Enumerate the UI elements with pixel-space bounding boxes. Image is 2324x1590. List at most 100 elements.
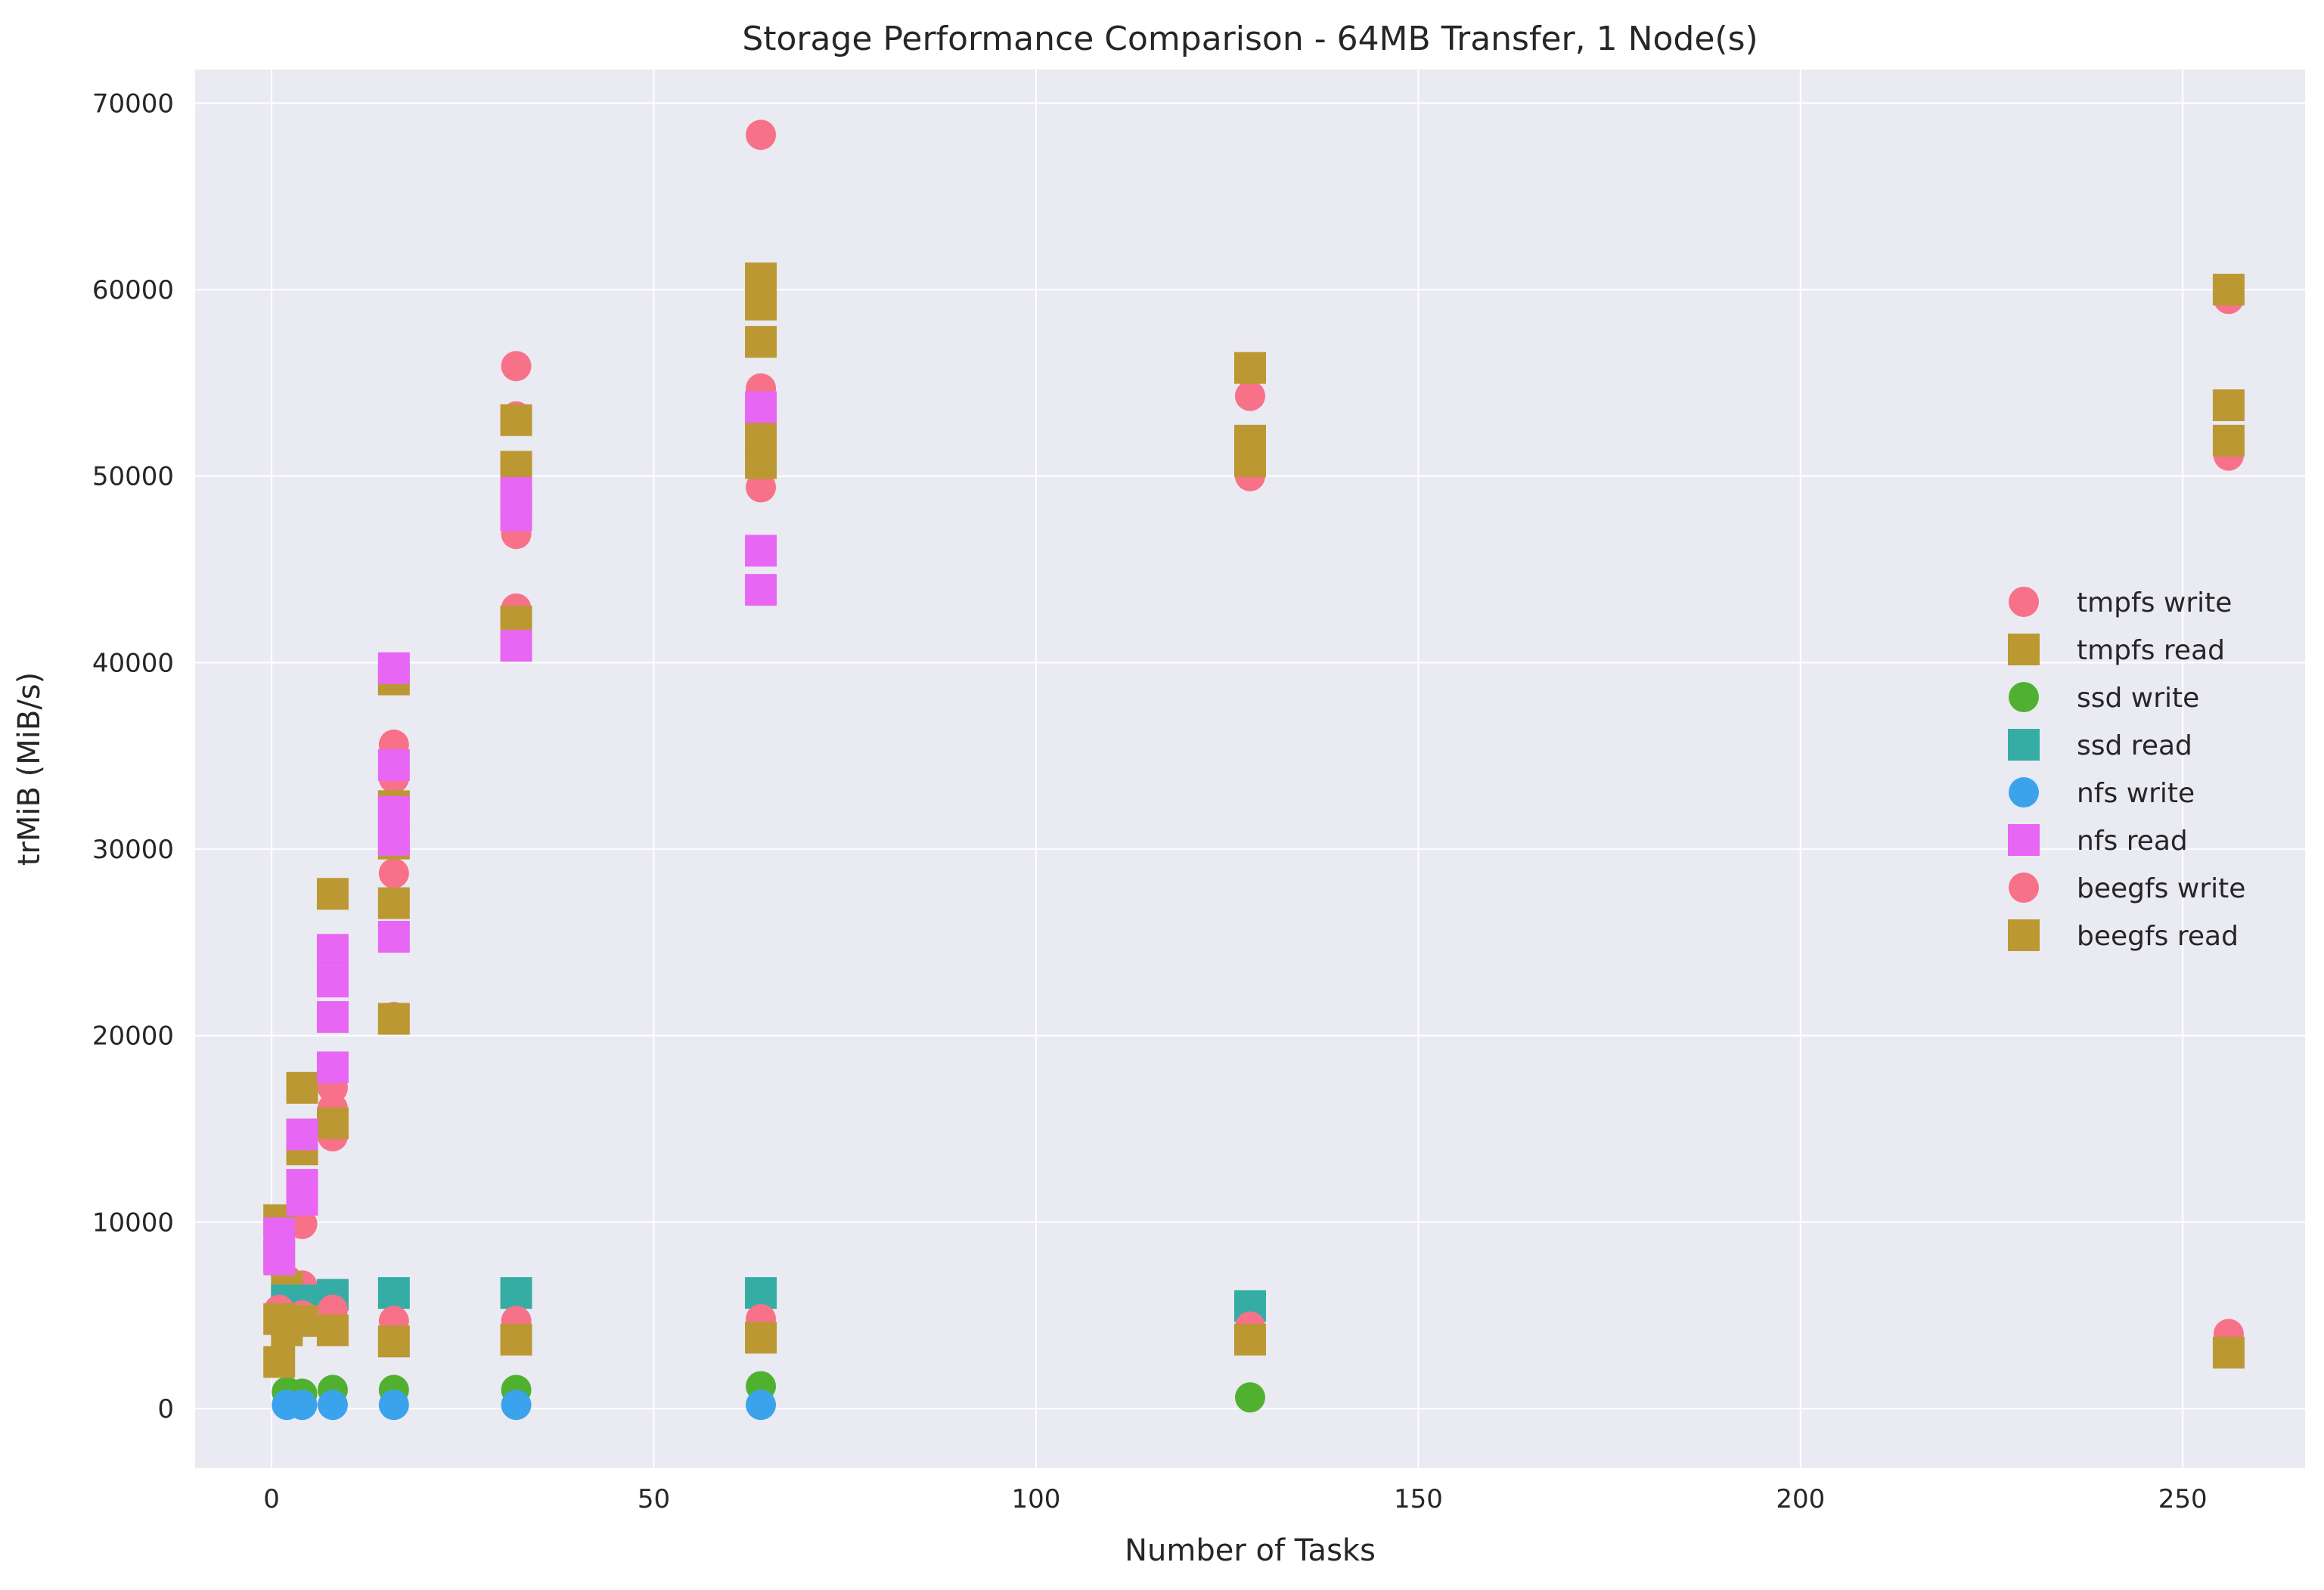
legend-label: tmpfs write [2077,587,2232,618]
data-point [500,630,532,662]
data-point [316,878,349,910]
data-point [746,119,777,150]
data-point [286,1071,318,1104]
data-point [500,1323,532,1356]
legend-marker [2009,777,2039,807]
legend-label: ssd write [2077,683,2199,714]
data-point [745,574,777,606]
data-point [2212,389,2245,421]
data-markers [263,119,2245,1421]
grid-lines [195,70,2305,1468]
data-point [1235,380,1265,411]
data-point [316,1314,349,1347]
data-point [286,1305,318,1337]
data-point [1234,1323,1266,1356]
data-point [317,1390,348,1421]
data-point [316,1051,349,1083]
data-point [501,1390,532,1421]
x-tick-label: 0 [263,1484,280,1514]
data-point [263,1346,296,1378]
legend-item: ssd read [2008,729,2192,761]
y-tick-label: 10000 [92,1207,174,1238]
legend-item: nfs write [2009,777,2195,809]
data-point [746,472,777,503]
data-point [746,1390,777,1421]
data-point [286,1183,318,1216]
legend: tmpfs write tmpfs read ssd write ssd read nf… [2008,587,2245,952]
legend-label: beegfs read [2077,921,2239,952]
legend-label: nfs read [2077,826,2188,857]
data-point [2212,424,2245,457]
series-nfs-read [263,391,777,1275]
legend-label: nfs write [2077,778,2195,809]
data-point [377,749,410,782]
legend-item: tmpfs read [2008,634,2225,666]
data-point [263,1243,296,1275]
data-point [378,1390,409,1421]
data-point [316,934,349,966]
data-point [377,652,410,684]
series-beegfs-read [263,1303,2245,1378]
data-point [286,1118,318,1151]
data-point [1234,445,1266,477]
x-tick-label: 200 [1776,1484,1825,1514]
legend-marker [2008,824,2040,856]
y-tick-label: 70000 [92,88,174,119]
x-tick-label: 250 [2158,1484,2208,1514]
data-point [316,1107,349,1139]
legend-marker [2008,919,2040,951]
x-tick-label: 150 [1394,1484,1443,1514]
data-point [1234,352,1266,384]
tick-labels: 0 50 100 150 200 250 0 10000 20000 30000 40000 5000… [92,88,2208,1514]
x-tick-label: 100 [1012,1484,1061,1514]
y-tick-label: 60000 [92,275,174,305]
data-point [745,535,777,567]
data-point [745,391,777,423]
chart-title: Storage Performance Comparison - 64MB Tr… [742,20,1758,58]
legend-label: tmpfs read [2077,635,2225,666]
data-point [287,1390,318,1421]
data-point [745,288,777,321]
series-nfs-write [271,1390,777,1421]
data-point [377,1277,410,1310]
y-tick-label: 50000 [92,462,174,492]
data-point [745,447,777,479]
data-point [500,499,532,532]
y-tick-label: 40000 [92,648,174,678]
data-point [377,1003,410,1035]
y-tick-label: 30000 [92,835,174,865]
data-point [1235,1382,1265,1413]
legend-marker [2009,872,2039,903]
data-point [377,823,410,856]
legend-marker [2009,587,2039,617]
legend-marker [2009,682,2039,712]
legend-marker [2008,729,2040,761]
data-point [500,1277,532,1310]
data-point [501,351,532,382]
data-point [745,1277,777,1310]
data-point [377,887,410,919]
data-point [377,921,410,953]
data-point [378,858,409,889]
data-point [377,1325,410,1358]
plot-background [195,70,2305,1468]
data-point [745,326,777,358]
data-point [500,404,532,436]
x-axis-label: Number of Tasks [1125,1533,1376,1568]
legend-item: tmpfs write [2009,587,2232,618]
x-tick-label: 50 [638,1484,670,1514]
data-point [316,965,349,998]
legend-item: beegfs write [2009,872,2245,904]
y-tick-label: 0 [157,1394,174,1424]
legend-label: ssd read [2077,730,2192,761]
data-point [745,1322,777,1354]
data-point [2212,274,2245,306]
data-point [316,1001,349,1034]
legend-marker [2008,634,2040,665]
legend-item: nfs read [2008,824,2188,857]
y-tick-label: 20000 [92,1021,174,1052]
data-point [2212,1337,2245,1369]
legend-item: beegfs read [2008,919,2239,952]
legend-item: ssd write [2009,682,2199,714]
